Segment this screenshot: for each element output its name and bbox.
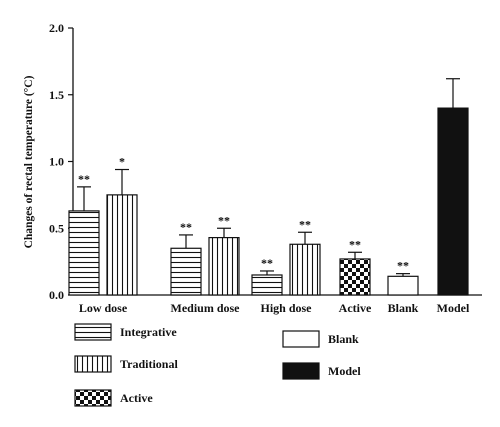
bar-high-dose-traditional [289,243,321,296]
significance-marker: ** [180,220,192,234]
significance-marker: ** [299,217,311,231]
bar-active-active [339,258,371,296]
bar-model-model [437,107,469,296]
y-tick-label: 0.0 [49,288,64,302]
category-label: High dose [260,301,312,315]
category-label: Model [437,301,470,315]
bar-blank-blank [387,275,419,296]
bar-low-dose-traditional [106,194,138,296]
legend-swatch-model [282,362,320,380]
y-tick-label: 0.5 [49,221,64,235]
significance-marker: ** [397,259,409,273]
category-label: Low dose [79,301,128,315]
y-axis-label: Changes of rectal temperature (°C) [23,75,35,248]
y-tick-label: 2.0 [49,21,64,35]
legend-label: Active [120,391,153,405]
y-tick-label: 1.0 [49,155,64,169]
significance-marker: ** [349,237,361,251]
legend-swatch-traditional [74,355,112,373]
significance-marker: ** [218,213,230,227]
category-label: Blank [388,301,419,315]
bar-low-dose-integrative [68,210,100,296]
significance-marker: ** [261,256,273,270]
significance-marker: * [119,155,125,169]
legend-swatch-integrative [74,323,112,341]
legend-label: Model [328,364,361,378]
legend-swatch-blank [282,330,320,348]
legend-label: Traditional [120,357,178,371]
legend-label: Blank [328,332,359,346]
bar-medium-dose-traditional [208,236,240,296]
bar-high-dose-integrative [251,274,283,296]
bars: ***Low dose** **Medium dose****High dose*… [68,78,470,315]
category-label: Medium dose [171,301,241,315]
bar-medium-dose-integrative [170,247,202,296]
legend: Integrative Traditional Active Blank Model [74,323,361,407]
legend-swatch-active [74,389,112,407]
y-tick-label: 1.5 [49,88,64,102]
legend-label: Integrative [120,325,177,339]
significance-marker: ** [78,172,90,186]
category-label: Active [339,301,372,315]
